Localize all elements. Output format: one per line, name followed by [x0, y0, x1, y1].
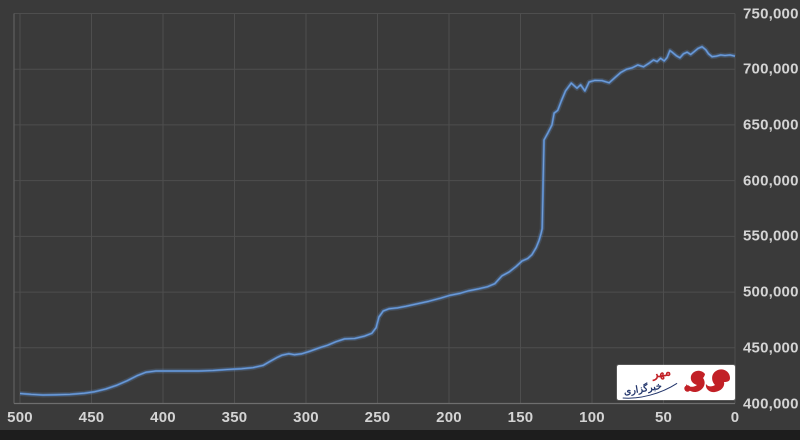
x-axis-tick-label: 0	[730, 409, 740, 426]
y-axis-tick-label: 500,000	[743, 283, 799, 301]
x-axis-tick-label: 450	[78, 409, 105, 426]
y-axis-tick-label: 450,000	[743, 339, 799, 357]
x-axis-tick-label: 500	[7, 409, 33, 426]
y-axis-tick-label: 400,000	[743, 395, 799, 412]
x-axis-tick-label: 350	[221, 409, 248, 426]
x-axis-tick-label: 300	[293, 409, 319, 426]
y-axis-tick-label: 700,000	[743, 60, 799, 78]
logo-word-mehr: مهر	[650, 365, 672, 382]
mehr-logo-graphic: مهر خبرگزاری	[623, 364, 730, 399]
y-axis-tick-label: 550,000	[743, 227, 799, 245]
x-axis-tick-label: 100	[579, 409, 605, 426]
y-axis-tick-label: 600,000	[743, 172, 799, 190]
x-axis-tick-label: 50	[654, 409, 673, 426]
mehr-logo-text: مهر خبرگزاری	[623, 364, 678, 399]
x-axis-tick-label: 200	[436, 409, 462, 426]
y-axis-tick-label: 650,000	[743, 116, 799, 134]
price-line-core	[19, 46, 736, 396]
y-axis-tick-label: 750,000	[743, 5, 799, 22]
mehr-logo-mark	[684, 369, 730, 393]
bottom-bar	[0, 430, 800, 440]
x-axis-tick-label: 250	[364, 409, 391, 426]
x-axis-tick-label: 150	[507, 409, 534, 426]
mehr-logo: مهر خبرگزاری	[617, 364, 735, 400]
logo-word-agency: خبرگزاری	[623, 379, 663, 398]
x-axis-tick-label: 400	[150, 409, 176, 426]
